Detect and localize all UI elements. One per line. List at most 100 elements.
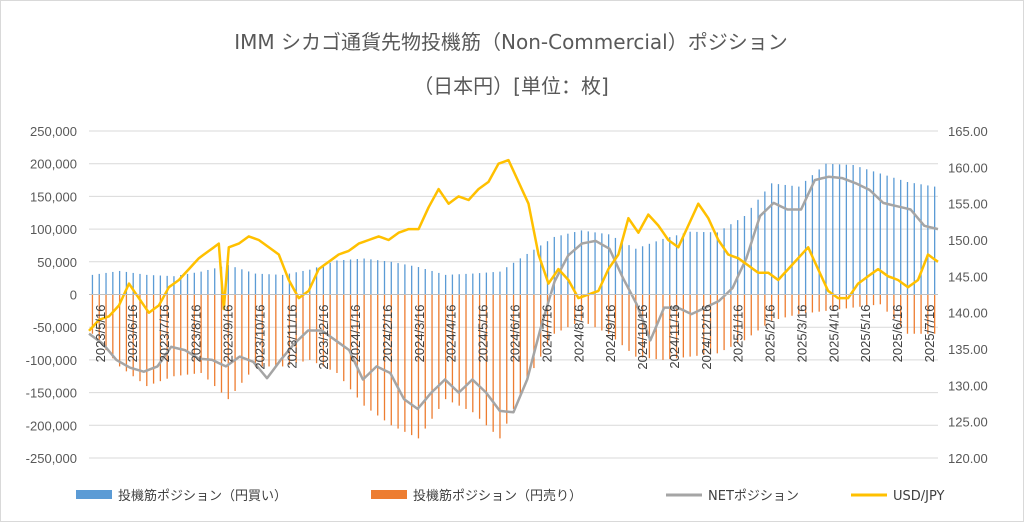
short-bar	[662, 294, 664, 360]
long-bar	[268, 274, 270, 295]
y-left-tick-label: -250,000	[26, 451, 77, 466]
short-bar	[390, 294, 392, 426]
x-tick-label: 2024/2/16	[380, 305, 395, 363]
long-bar	[370, 259, 372, 295]
long-bar	[288, 273, 291, 295]
short-bar	[601, 294, 603, 331]
short-bar	[112, 294, 114, 359]
short-bar	[784, 294, 786, 318]
short-bar	[560, 294, 562, 331]
short-bar	[512, 294, 515, 409]
x-tick-label: 2023/8/16	[189, 305, 204, 363]
short-bar	[227, 294, 229, 400]
short-bar	[424, 294, 426, 429]
short-bar	[764, 294, 766, 326]
long-bar	[777, 184, 780, 295]
short-bar	[343, 294, 345, 382]
long-bar	[553, 236, 555, 295]
long-bar	[458, 274, 460, 295]
long-bar	[770, 183, 773, 295]
y-left-tick-label: -150,000	[26, 386, 77, 401]
long-bar	[173, 276, 175, 295]
short-bar	[723, 294, 725, 351]
legend: 投機筋ポジション（円買い） 投機筋ポジション（円売り） NETポジション USD/JP…	[76, 488, 945, 504]
long-bar	[254, 273, 257, 295]
short-bar	[553, 294, 555, 334]
long-bar	[567, 233, 569, 295]
short-bar	[417, 294, 420, 439]
legend-label: 投機筋ポジション（円売り）	[413, 488, 582, 504]
short-bar	[411, 294, 413, 436]
short-bar	[492, 294, 494, 432]
long-bar	[703, 232, 705, 295]
y-right-tick-label: 145.00	[948, 269, 988, 284]
y-right-tick-label: 165.00	[948, 124, 988, 139]
short-bar	[118, 294, 121, 367]
long-bar	[519, 258, 521, 295]
short-bar	[275, 294, 277, 367]
long-bar	[716, 232, 718, 295]
short-bar	[709, 294, 712, 355]
long-bar	[248, 271, 250, 295]
long-bar	[689, 231, 691, 295]
y-left-tick-label: 150,000	[30, 189, 77, 204]
short-bar	[207, 294, 209, 380]
short-bar	[811, 294, 814, 313]
long-bar	[825, 163, 827, 295]
long-bar	[900, 179, 902, 295]
short-bar	[859, 294, 861, 307]
long-bar	[98, 273, 100, 295]
short-bar	[574, 294, 576, 324]
long-bar	[451, 274, 454, 295]
short-bar	[431, 294, 433, 419]
long-bar	[662, 238, 664, 295]
series-lines	[88, 158, 939, 414]
short-bar	[248, 294, 250, 375]
long-bar	[859, 167, 861, 295]
long-bar	[397, 263, 399, 295]
long-bar	[580, 230, 583, 295]
short-bar	[791, 294, 793, 316]
long-bar	[112, 271, 114, 295]
short-bar	[682, 294, 684, 358]
long-bar	[329, 262, 331, 295]
short-bar	[472, 294, 474, 413]
short-bar	[798, 294, 800, 315]
short-bar	[906, 294, 909, 334]
y-left-tick-label: -50,000	[33, 320, 77, 335]
x-tick-label: 2023/10/16	[252, 305, 267, 370]
long-bar	[139, 273, 141, 295]
long-bar	[363, 258, 365, 295]
x-tick-label: 2024/8/16	[571, 305, 586, 363]
short-bar	[146, 294, 148, 387]
x-tick-label: 2023/5/16	[93, 305, 108, 363]
long-bar	[207, 269, 209, 295]
x-tick-label: 2025/3/16	[794, 305, 809, 363]
long-bar	[893, 177, 895, 295]
short-bar	[893, 294, 895, 320]
x-tick-label: 2024/10/16	[635, 305, 650, 370]
x-tick-label: 2024/3/16	[412, 305, 427, 363]
long-bar	[295, 272, 297, 295]
short-bar	[336, 294, 338, 373]
legend-swatch	[76, 490, 112, 499]
long-bar	[125, 271, 128, 295]
long-bar	[200, 271, 202, 295]
short-bar	[397, 294, 399, 429]
y-left-tick-label: 250,000	[30, 124, 77, 139]
x-tick-label: 2025/4/16	[826, 305, 841, 363]
short-bar	[152, 294, 155, 384]
short-bar	[689, 294, 691, 357]
long-bar	[152, 275, 155, 295]
x-tick-label: 2024/9/16	[603, 305, 618, 363]
long-bar	[934, 186, 936, 295]
long-bar	[546, 241, 549, 295]
short-bar	[886, 294, 888, 312]
long-bar	[601, 233, 603, 295]
usdjpy-line	[88, 158, 939, 332]
long-bar	[322, 265, 325, 295]
x-tick-label: 2024/5/16	[476, 304, 491, 362]
short-bar	[757, 294, 759, 331]
long-bar	[499, 271, 501, 295]
